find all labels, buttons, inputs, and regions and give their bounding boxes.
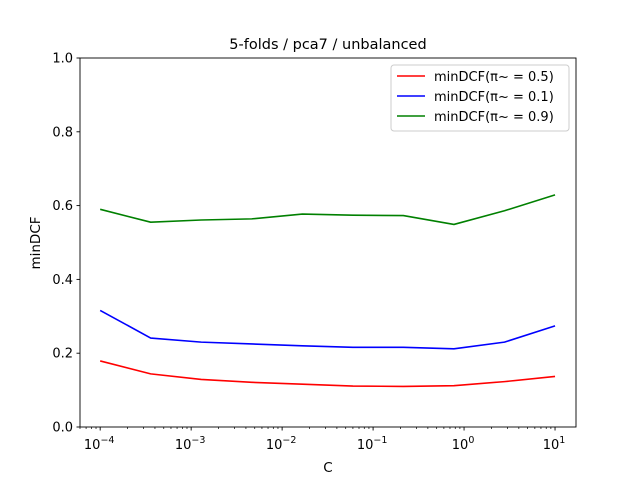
plot-area: 10−4 10−3 10−2 10−1 100 101 0.0 0.2 0.4 0.6 0.8 1.0 bbox=[52, 52, 577, 453]
legend-label: minDCF(π~ = 0.5) bbox=[434, 70, 554, 85]
series-line-0 bbox=[99, 360, 556, 388]
series-line-1 bbox=[99, 309, 556, 350]
series-line-2 bbox=[99, 194, 556, 226]
x-tick-label: 10−2 bbox=[266, 435, 297, 453]
x-tick-label: 10−4 bbox=[84, 435, 115, 453]
y-tick-label: 0.0 bbox=[52, 421, 73, 436]
y-axis-label: minDCF bbox=[28, 216, 44, 269]
chart-title: 5-folds / pca7 / unbalanced bbox=[229, 37, 426, 53]
plot-frame bbox=[79, 57, 577, 428]
x-axis-label: C bbox=[323, 460, 332, 476]
legend-box bbox=[390, 64, 570, 132]
x-tick-label: 10−1 bbox=[357, 435, 388, 453]
legend: minDCF(π~ = 0.5) minDCF(π~ = 0.1) minDCF(π… bbox=[390, 64, 570, 132]
x-tick-label: 10−3 bbox=[175, 435, 206, 453]
x-tick-label: 101 bbox=[543, 435, 566, 453]
legend-label: minDCF(π~ = 0.9) bbox=[434, 110, 554, 125]
y-tick-label: 0.8 bbox=[52, 125, 73, 140]
y-tick-label: 1.0 bbox=[52, 52, 73, 67]
y-tick-label: 0.2 bbox=[52, 347, 73, 362]
y-tick-label: 0.4 bbox=[52, 273, 73, 288]
y-tick-label: 0.6 bbox=[52, 199, 73, 214]
x-tick-label: 100 bbox=[452, 435, 475, 453]
legend-label: minDCF(π~ = 0.1) bbox=[434, 90, 554, 105]
